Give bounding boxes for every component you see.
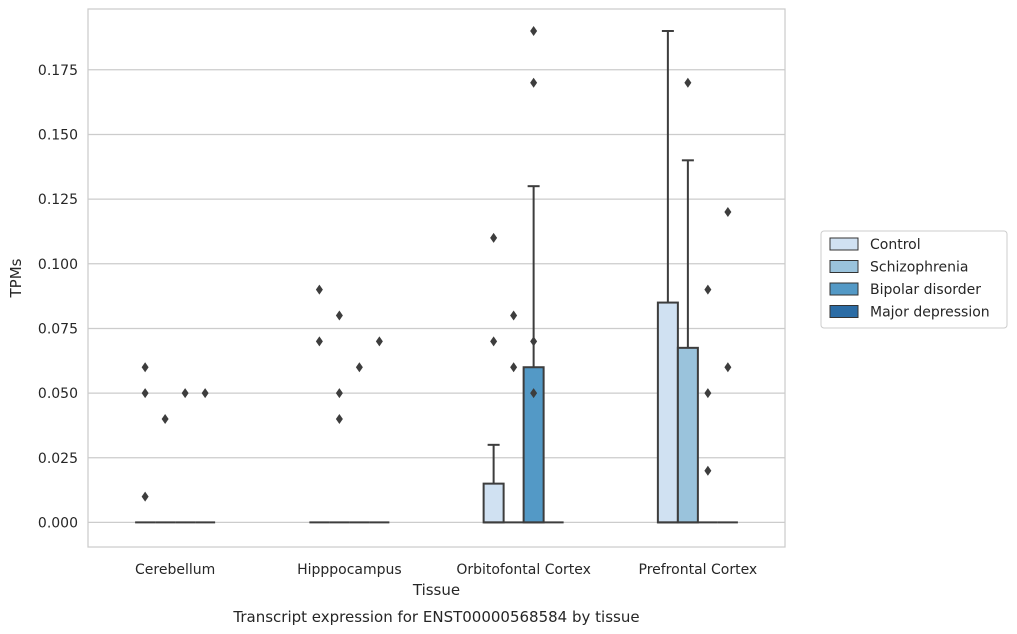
outlier-point (141, 388, 149, 399)
legend-label: Major depression (870, 305, 990, 321)
outlier-point (704, 465, 712, 476)
y-tick-label: 0.000 (38, 515, 78, 531)
legend: Control Schizophrenia Bipolar disorder Majo… (820, 230, 1008, 329)
outlier-point (684, 77, 692, 88)
x-tick-label: Hipppocampus (297, 562, 402, 578)
outlier-point (704, 284, 712, 295)
y-tick-label: 0.075 (38, 321, 78, 337)
outlier-point (335, 413, 343, 424)
outlier-point (335, 310, 343, 321)
outlier-point (141, 362, 149, 373)
outlier-point (181, 388, 189, 399)
legend-swatch (829, 282, 859, 296)
legend-label: Bipolar disorder (870, 282, 981, 298)
y-tick-label: 0.175 (38, 63, 78, 79)
legend-swatch (829, 305, 859, 318)
legend-swatch (829, 237, 859, 251)
outlier-point (375, 336, 383, 347)
legend-frame (820, 230, 1008, 329)
y-tick-labels: 0.000 0.025 0.050 0.075 0.100 0.125 0.150 0.175 (38, 63, 78, 532)
y-axis-title: TPMs (7, 258, 25, 298)
x-tick-label: Prefrontal Cortex (639, 562, 758, 578)
box-body (676, 346, 699, 524)
x-axis-title: Tissue (412, 581, 460, 599)
outlier-point (201, 388, 209, 399)
box-body (656, 301, 679, 524)
y-tick-label: 0.150 (38, 127, 78, 143)
outlier-point (315, 336, 323, 347)
y-tick-label: 0.125 (38, 192, 78, 208)
x-tick-label: Cerebellum (135, 562, 215, 578)
box-body (482, 482, 505, 524)
plot-frame (87, 8, 786, 548)
outlier-point (530, 388, 538, 399)
outlier-point (724, 207, 732, 218)
y-tick-label: 0.050 (38, 386, 78, 402)
y-tick-label: 0.025 (38, 451, 78, 467)
chart-caption: Transcript expression for ENST0000056858… (232, 608, 639, 626)
outlier-point (490, 336, 498, 347)
legend-label: Control (870, 237, 921, 253)
outlier-point (704, 388, 712, 399)
outlier-point (530, 25, 538, 36)
legend-label: Schizophrenia (870, 260, 968, 276)
x-tick-label: Orbitofontal Cortex (456, 562, 591, 578)
outlier-point (141, 491, 149, 502)
outlier-point (161, 413, 169, 424)
legend-swatch (829, 260, 859, 273)
outlier-point (335, 388, 343, 399)
outlier-point (510, 362, 518, 373)
x-tick-labels: Cerebellum Hipppocampus Orbitofontal Corte… (135, 562, 757, 578)
box-series (135, 25, 738, 524)
outlier-point (355, 362, 363, 373)
outlier-point (490, 232, 498, 243)
outlier-point (315, 284, 323, 295)
outlier-point (510, 310, 518, 321)
outlier-point (530, 77, 538, 88)
y-tick-label: 0.100 (38, 257, 78, 273)
outlier-point (724, 362, 732, 373)
outlier-point (530, 336, 538, 347)
